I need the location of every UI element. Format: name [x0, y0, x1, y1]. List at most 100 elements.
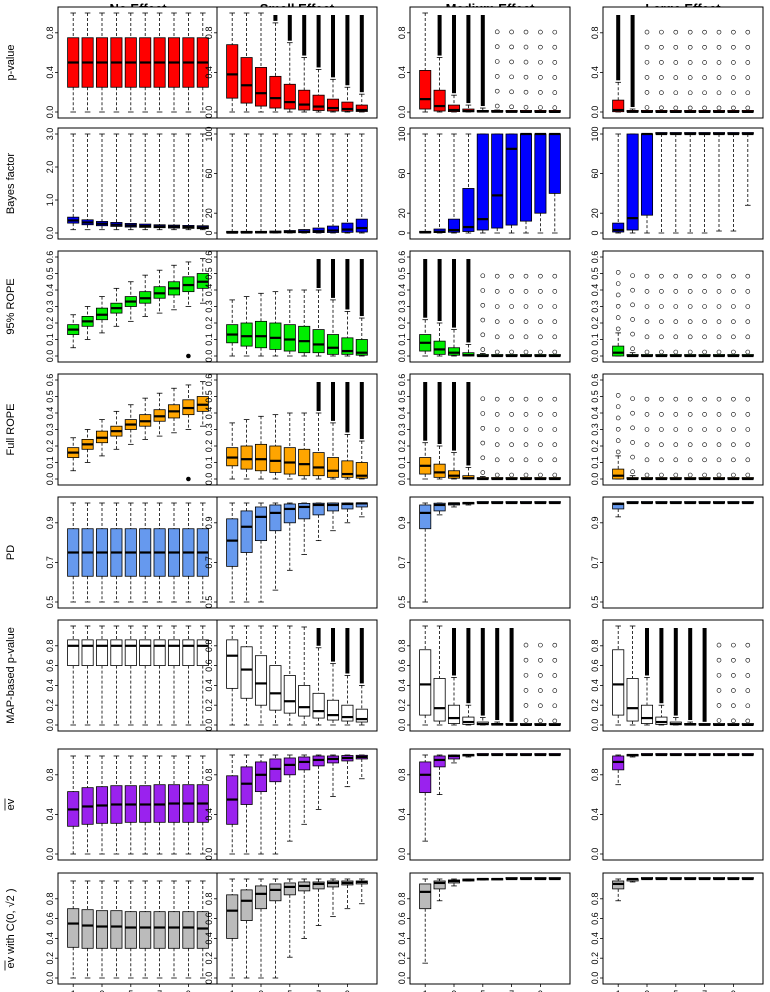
box: [67, 314, 80, 349]
box: [626, 501, 639, 505]
box: [153, 392, 166, 437]
box-body: [95, 910, 109, 949]
outlier-column: [702, 628, 707, 722]
outlier-point: [494, 74, 500, 79]
box: [727, 132, 740, 232]
box: [226, 625, 239, 726]
box: [640, 628, 654, 726]
outlier-point: [731, 349, 736, 355]
outlier-point: [702, 396, 707, 402]
outlier-point: [509, 74, 514, 80]
outlier-point: [509, 349, 514, 355]
outlier-column: [359, 259, 364, 317]
outlier-point: [659, 304, 664, 309]
outlier-point: [538, 273, 543, 279]
box-body: [153, 911, 166, 949]
y-tick-label: 0: [397, 230, 407, 235]
outlier-point: [509, 457, 514, 463]
panel: 0.0 0.4 0.8: [45, 748, 219, 861]
box: [67, 625, 80, 726]
outlier-point: [538, 396, 543, 402]
outlier-point: [731, 304, 736, 309]
y-tick-label: 0.3: [590, 300, 600, 313]
box-body: [447, 347, 461, 356]
box-body: [283, 757, 296, 776]
box: [355, 15, 368, 113]
box: [491, 396, 504, 481]
panel: 0.0 0.4 0.8: [590, 6, 764, 119]
outlier-point: [615, 404, 621, 409]
box: [476, 15, 489, 113]
outlier-point: [687, 319, 693, 324]
box-body: [124, 639, 137, 666]
outlier-point: [745, 658, 751, 663]
outlier-point: [687, 289, 693, 294]
outlier-point: [630, 287, 635, 293]
box-body: [254, 885, 268, 910]
box: [505, 628, 518, 726]
box: [476, 396, 489, 481]
box: [684, 753, 697, 757]
y-tick-label: 0.0: [590, 848, 600, 861]
box: [612, 393, 625, 480]
y-tick-label: 0.4: [397, 284, 407, 297]
outlier-point: [509, 442, 514, 447]
y-tick-label: 0.0: [590, 473, 600, 486]
box: [534, 396, 547, 481]
box: [110, 12, 123, 113]
box: [298, 289, 311, 357]
outlier-column: [480, 628, 485, 716]
outlier-point: [480, 302, 486, 308]
y-tick-label: 0.3: [397, 423, 407, 436]
box-body: [355, 339, 368, 356]
outlier-point: [716, 90, 722, 96]
y-tick-label: 0.6: [397, 912, 407, 925]
outlier-point: [552, 673, 558, 678]
y-tick-label: 0.1: [397, 333, 407, 346]
y-axis: 0.0 0.4 0.8: [204, 769, 217, 860]
outlier-point: [745, 304, 751, 309]
box-body: [612, 99, 625, 113]
box: [124, 625, 137, 726]
box: [462, 133, 475, 234]
y-tick-label: 20: [397, 208, 407, 218]
box: [548, 29, 561, 114]
x-tick-label: 3: [99, 989, 104, 992]
box-body: [548, 133, 561, 194]
outlier-point: [509, 273, 514, 279]
y-tick-label: 60: [204, 169, 214, 179]
outlier-point: [523, 304, 529, 309]
outlier-point: [659, 319, 664, 324]
outlier-point: [702, 273, 707, 279]
box: [462, 382, 475, 480]
row-label: p-value: [5, 44, 17, 80]
outlier-point: [552, 273, 558, 279]
box-body: [226, 44, 239, 99]
outlier-point: [731, 442, 736, 447]
box: [491, 501, 504, 505]
box: [626, 396, 639, 481]
panel-frame: [216, 127, 378, 240]
y-tick-label: 0.3: [397, 300, 407, 313]
y-tick-label: 0.5: [204, 390, 214, 403]
y-tick-label: 100: [397, 126, 407, 141]
panel-frame: [602, 250, 764, 363]
y-tick-label: 0.2: [204, 317, 214, 330]
box: [283, 625, 296, 726]
box: [612, 625, 625, 726]
panel: 0.5 0.7 0.9: [204, 496, 378, 609]
outlier-point: [644, 75, 650, 80]
box: [326, 754, 340, 797]
box: [655, 501, 668, 505]
box-body: [298, 502, 311, 520]
box-body: [298, 685, 311, 717]
box: [110, 625, 123, 726]
box: [355, 628, 368, 726]
box: [433, 259, 446, 357]
row-label-text: ev: [5, 798, 17, 810]
y-tick-label: 0: [590, 230, 600, 235]
y-axis: 0.0 0.4 0.8: [45, 27, 58, 118]
box: [698, 877, 711, 881]
box: [433, 625, 446, 726]
outlier-point: [673, 457, 679, 463]
